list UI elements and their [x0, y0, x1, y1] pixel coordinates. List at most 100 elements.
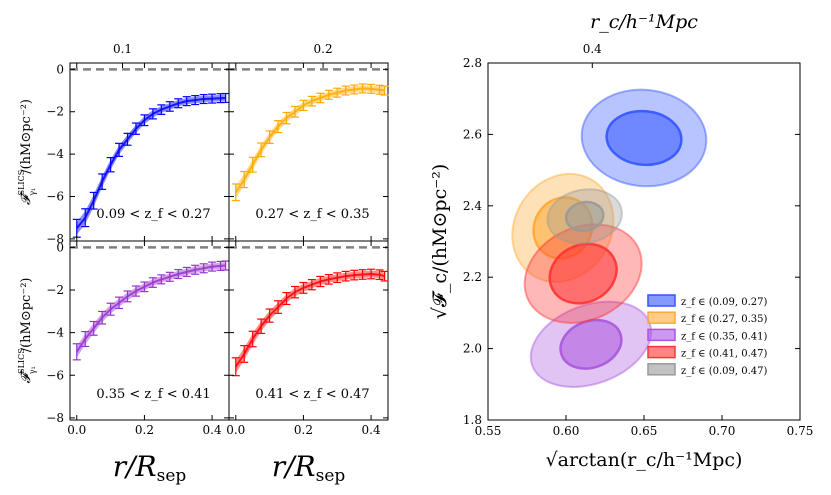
y-tick-label: 2.8 [463, 56, 482, 70]
error-bar [274, 300, 283, 314]
panel-top-right: 0.27 < z_f < 0.35 [228, 62, 389, 242]
error-bar [123, 132, 132, 146]
error-bar [208, 93, 217, 104]
contour-3 [529, 300, 653, 388]
error-bar [265, 308, 274, 323]
error-band [76, 262, 226, 358]
x-tick-label: 0.55 [475, 424, 502, 438]
y-tick-label: −4 [46, 326, 64, 340]
legend-swatch [647, 328, 676, 342]
contour-inner [548, 242, 618, 305]
error-bar [248, 156, 257, 173]
contour-5 [546, 188, 623, 245]
profile-line [75, 264, 226, 353]
x-axis-label: √arctan(r_c/h⁻¹Mpc) [546, 449, 743, 471]
error-bar [165, 271, 174, 282]
error-bar [324, 273, 333, 285]
legend-swatch [647, 294, 676, 307]
error-bar [131, 122, 140, 135]
x-axis-label: r/Rsep [272, 450, 346, 486]
x-tick-label: 0.60 [553, 424, 580, 438]
x-tick-label: 0.4 [203, 423, 222, 437]
redshift-annotation: 0.35 < z_f < 0.41 [96, 387, 210, 402]
error-bar [148, 108, 157, 120]
y-axis-label: √𝓕_c/(hM⊙pc⁻²) [429, 164, 451, 320]
error-bar [81, 208, 90, 228]
error-bar [380, 270, 389, 282]
y-tick-label: 0 [56, 240, 64, 254]
error-bar [199, 93, 208, 105]
y-tick-label: 0 [56, 62, 64, 76]
x-tick-label: 0.0 [226, 423, 245, 437]
error-bar [333, 272, 342, 284]
error-bar [98, 310, 107, 325]
error-bar [257, 318, 266, 334]
error-bar [115, 142, 124, 158]
error-bar [282, 291, 291, 306]
x-tick-label: 0.75 [787, 424, 814, 438]
error-bar [191, 95, 200, 106]
contour-1 [580, 88, 708, 188]
redshift-annotation: 0.27 < z_f < 0.35 [255, 207, 369, 222]
error-bar [324, 89, 333, 100]
error-bar [290, 105, 299, 118]
error-bar [299, 99, 308, 112]
y-tick-label: −8 [46, 232, 64, 246]
error-bar [341, 85, 350, 96]
x-tick-label: 0.4 [362, 423, 381, 437]
top-tick-label: 0.1 [113, 42, 132, 56]
error-bar [375, 84, 384, 95]
top-tick-label: 0.4 [583, 42, 602, 56]
legend-label: z_f ∈ (0.41, 0.47) [681, 349, 768, 360]
error-bar [221, 260, 230, 271]
error-bar [123, 290, 132, 303]
y-tick-label: 2.6 [463, 127, 482, 141]
error-bar [316, 92, 325, 104]
error-bar [98, 173, 107, 190]
legend-label: z_f ∈ (0.27, 0.35) [681, 314, 768, 325]
y-tick-label: −6 [46, 190, 64, 204]
y-tick-label: 2.2 [463, 270, 482, 284]
y-tick-label: 2.0 [463, 342, 482, 356]
error-bar [380, 85, 389, 96]
error-bar [89, 320, 98, 336]
error-bar [174, 98, 183, 109]
error-bar [81, 330, 90, 348]
error-bar [265, 130, 274, 144]
error-bar [375, 269, 384, 281]
error-bar [274, 120, 283, 134]
legend-label: z_f ∈ (0.09, 0.27) [681, 297, 768, 308]
error-bar [174, 268, 183, 280]
error-bar [358, 83, 367, 94]
error-bar [367, 268, 376, 280]
error-bar [148, 277, 157, 288]
contour-panel: 0.55 0.60 0.65 0.70 0.75 1.8 2.0 2.2 2.4 2.6 2.8 0.… [113, 11, 814, 471]
contour-4 [523, 223, 643, 324]
error-bar [350, 269, 359, 281]
error-bar [165, 101, 174, 112]
panel-frame [228, 240, 389, 421]
error-bar [290, 285, 299, 299]
profile-panels: 0.09 < z_f < 0.27 0 −2 −4 −6 −8 𝓕SLICS γ₁/(hM⊙p… [17, 62, 389, 486]
legend-label: z_f ∈ (0.09, 0.47) [681, 366, 768, 377]
error-bar [140, 281, 149, 293]
legend-swatch [647, 311, 676, 324]
error-bar [131, 285, 140, 297]
legend-swatch [647, 363, 676, 376]
panel-top-left: 0.09 < z_f < 0.27 0 −2 −4 −6 −8 𝓕SLICS γ₁/(hM⊙p… [17, 62, 230, 246]
legend: z_f ∈ (0.09, 0.27) z_f ∈ (0.27, 0.35) z_f … [647, 294, 768, 377]
error-bar [367, 83, 376, 94]
error-bar [240, 344, 249, 363]
top-tick-label: 0.2 [314, 42, 333, 56]
y-tick-label: 1.8 [463, 413, 482, 427]
error-bar [199, 263, 208, 274]
error-bar [240, 170, 249, 189]
error-bar [106, 156, 115, 173]
error-bar [221, 92, 230, 104]
x-tick-label: 0.2 [294, 423, 313, 437]
error-bar [358, 269, 367, 280]
y-tick-label: 2.4 [463, 199, 482, 213]
y-tick-label: −4 [46, 147, 64, 161]
contour-inner [559, 318, 623, 370]
error-bar [182, 96, 191, 107]
